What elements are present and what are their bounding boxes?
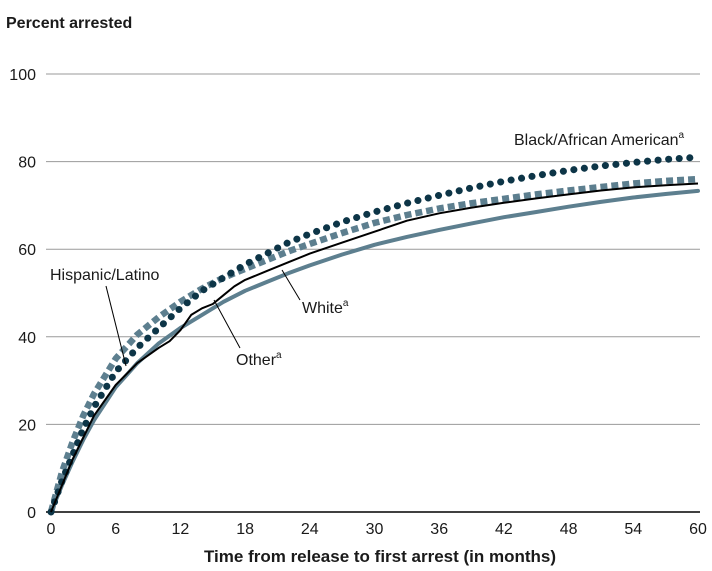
label-white: Whitea (302, 298, 349, 317)
x-tick-12: 12 (172, 521, 190, 538)
x-axis-label: Time from release to first arrest (in mo… (204, 547, 556, 566)
y-tick-60: 60 (18, 242, 36, 259)
label-other-footnote: a (276, 350, 282, 361)
leader-other (213, 299, 241, 349)
x-tick-30: 30 (366, 521, 384, 538)
label-black-name: Black/African American (514, 132, 679, 149)
x-tick-36: 36 (430, 521, 448, 538)
label-white-name: White (302, 300, 343, 317)
x-tick-42: 42 (495, 521, 513, 538)
y-tick-80: 80 (18, 155, 36, 172)
series-other (50, 182, 699, 513)
leader-hispanic-latino (105, 285, 127, 367)
x-tick-24: 24 (301, 521, 319, 538)
x-tick-60: 60 (689, 521, 707, 538)
gridlines (46, 73, 700, 425)
x-tick-6: 6 (111, 521, 120, 538)
label-black-african-american: Black/African Americana (514, 130, 685, 149)
y-tick-40: 40 (18, 330, 36, 347)
label-other: Othera (236, 350, 282, 369)
series-black-african-american (47, 153, 702, 516)
y-tick-100: 100 (9, 67, 36, 84)
label-other-name: Other (236, 352, 277, 369)
series-lines (47, 153, 702, 516)
y-tick-20: 20 (18, 417, 36, 434)
x-tick-labels: 0 6 12 18 24 30 36 42 48 54 60 (47, 521, 707, 538)
y-tick-labels: 0 20 40 60 80 100 (9, 67, 36, 522)
series-white (49, 188, 700, 514)
y-axis-label: Percent arrested (6, 15, 132, 32)
y-tick-0: 0 (27, 505, 36, 522)
leader-white (281, 269, 301, 301)
label-hispanic-latino: Hispanic/Latino (50, 267, 160, 284)
label-white-footnote: a (343, 298, 349, 309)
x-tick-18: 18 (236, 521, 254, 538)
series-hispanic-latino (47, 175, 699, 513)
label-black-footnote: a (679, 130, 685, 141)
x-tick-54: 54 (624, 521, 642, 538)
x-tick-48: 48 (560, 521, 578, 538)
x-tick-0: 0 (47, 521, 56, 538)
